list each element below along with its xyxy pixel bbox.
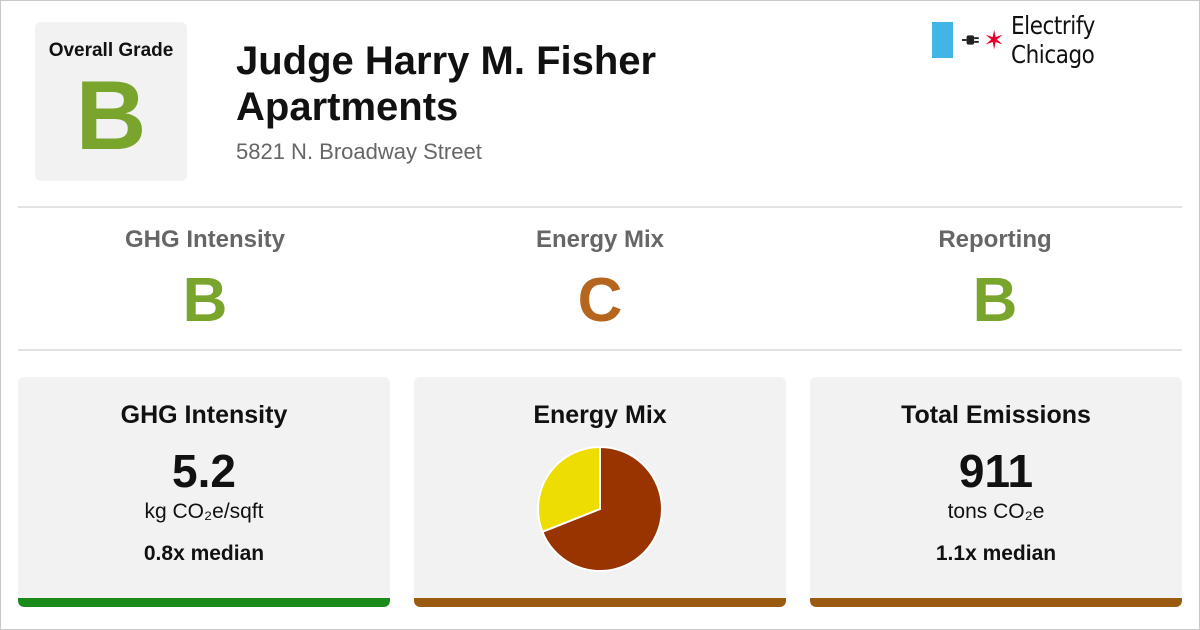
sub-grade-reporting: Reporting B — [800, 226, 1190, 334]
energy-mix-pie-chart — [537, 445, 663, 572]
energy-mix-bar — [414, 598, 786, 607]
sub-grade-ghg-intensity: GHG Intensity B — [10, 226, 400, 334]
sub-grade-name: Reporting — [938, 226, 1052, 253]
logo-text: Electrify Chicago — [1010, 11, 1095, 69]
flag-bar-icon — [932, 22, 953, 58]
card-title: Energy Mix — [533, 401, 667, 429]
chicago-star-icon: ✶ — [983, 25, 1005, 55]
ghg-intensity-value: 5.2 — [172, 445, 236, 497]
card-title: Total Emissions — [901, 401, 1091, 429]
sub-grade-letter: B — [182, 266, 228, 335]
overall-grade-box: Overall Grade B — [35, 22, 187, 181]
card-title: GHG Intensity — [120, 401, 288, 429]
ghg-intensity-unit: kg CO₂e/sqft — [144, 500, 264, 523]
total-emissions-unit: tons CO₂e — [947, 500, 1045, 523]
sub-grade-letter: B — [972, 266, 1018, 335]
total-emissions-median: 1.1x median — [935, 542, 1057, 565]
ghg-intensity-card: GHG Intensity 5.2 kg CO₂e/sqft 0.8x medi… — [18, 377, 390, 607]
building-address: 5821 N. Broadway Street — [236, 139, 482, 164]
sub-grade-letter: C — [577, 266, 623, 335]
divider-top — [18, 206, 1182, 208]
total-emissions-bar — [810, 598, 1182, 607]
overall-grade-label: Overall Grade — [48, 40, 174, 61]
ghg-intensity-bar — [18, 598, 390, 607]
divider-bottom — [18, 349, 1182, 351]
total-emissions-card: Total Emissions 911 tons CO₂e 1.1x media… — [810, 377, 1182, 607]
sub-grade-name: GHG Intensity — [124, 226, 286, 253]
plug-icon — [961, 35, 979, 45]
energy-mix-card: Energy Mix — [414, 377, 786, 607]
electrify-chicago-logo[interactable]: ✶ Electrify Chicago — [932, 11, 1200, 69]
pie-slice-1 — [537, 445, 601, 534]
pie-slice-0 — [541, 445, 663, 572]
sub-grade-energy-mix: Energy Mix C — [405, 226, 795, 334]
overall-grade-letter: B — [75, 60, 147, 170]
sub-grade-name: Energy Mix — [535, 226, 665, 253]
ghg-intensity-median: 0.8x median — [143, 542, 265, 565]
total-emissions-value: 911 — [958, 445, 1034, 497]
building-name: Judge Harry M. Fisher Apartments — [236, 39, 657, 129]
